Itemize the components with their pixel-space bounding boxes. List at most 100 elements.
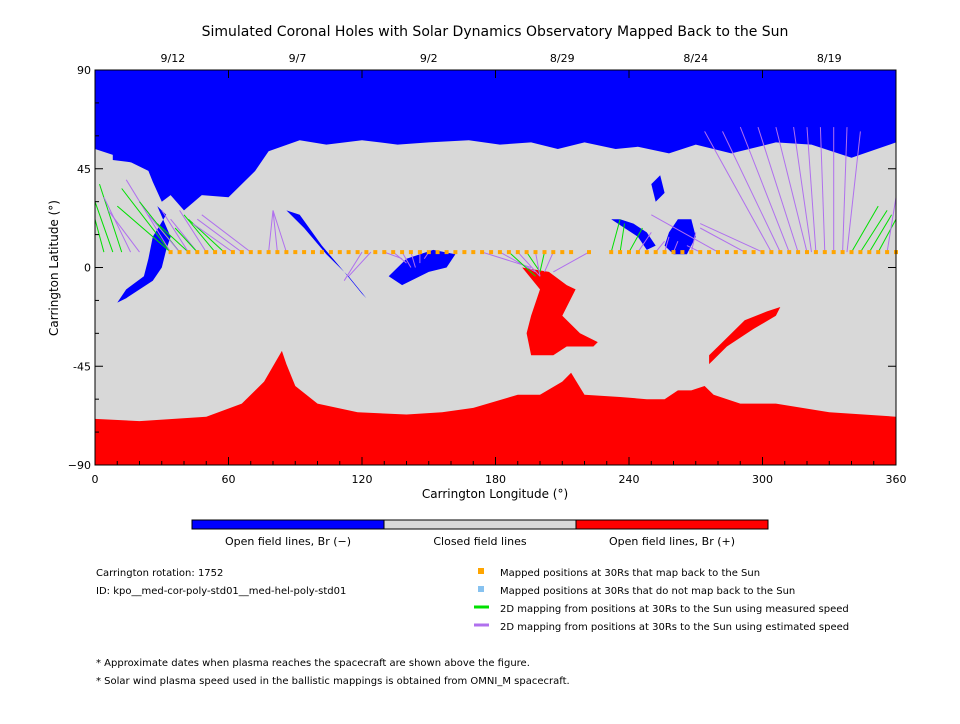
x-tick-label: 240 (619, 473, 640, 486)
mapping-line-measured (877, 218, 897, 253)
mapping-line-measured (183, 214, 216, 253)
mapped-position-marker (644, 250, 649, 255)
mapped-position-marker (671, 250, 676, 255)
mapped-position-marker (635, 250, 640, 255)
mapping-line-estimated (517, 251, 541, 277)
mapped-position-marker (609, 250, 614, 255)
mapped-position-marker (480, 250, 485, 255)
mapped-position-marker (560, 250, 565, 255)
mapping-line-measured (156, 223, 189, 253)
mapped-position-marker (489, 250, 494, 255)
mapped-position-marker (751, 250, 756, 255)
top-date-label: 9/12 (161, 52, 186, 65)
y-tick-label: -45 (73, 360, 91, 373)
color-bar-closed (383, 519, 577, 530)
top-date-label: 8/24 (683, 52, 708, 65)
y-tick-label: 0 (84, 262, 91, 275)
color-bar-label-closed: Closed field lines (433, 535, 527, 548)
mapping-line-estimated (686, 245, 701, 253)
mapped-position-marker (222, 250, 227, 255)
mapped-position-marker (346, 250, 351, 255)
mapped-position-marker (444, 250, 449, 255)
mapping-line-estimated (544, 251, 554, 273)
mapping-line-estimated (819, 127, 826, 253)
x-tick-label: 0 (92, 473, 99, 486)
legend-label-measured: 2D mapping from positions at 30Rs to the… (500, 604, 849, 615)
mapped-position-marker (462, 250, 467, 255)
mapped-position-marker (680, 250, 685, 255)
mapped-position-marker (275, 250, 280, 255)
mapping-line-estimated (886, 197, 897, 253)
mapped-position-marker (426, 250, 431, 255)
mapped-position-marker (204, 250, 209, 255)
mapped-position-marker (471, 250, 476, 255)
mapping-line-estimated (553, 251, 590, 273)
mapping-line-estimated (637, 232, 652, 253)
mapped-position-marker (587, 250, 591, 255)
color-bar-negative (191, 519, 385, 530)
mapping-line-estimated (197, 218, 243, 253)
top-date-labels: 9/12 9/7 9/2 8/29 8/24 8/19 (161, 52, 842, 65)
mapping-line-estimated (343, 251, 363, 281)
mapped-position-marker (311, 250, 315, 255)
mapped-position-marker (813, 250, 818, 255)
legend-label-mapped: Mapped positions at 30Rs that map back t… (500, 568, 760, 579)
mapped-position-marker (778, 250, 783, 255)
mapped-position-marker (627, 250, 631, 255)
mapped-position-marker (876, 250, 881, 255)
marker-legend: Mapped positions at 30Rs that map back t… (474, 568, 849, 633)
mapped-position-marker (506, 250, 511, 255)
x-tick-label: 180 (485, 473, 506, 486)
carrington-rotation: Carrington rotation: 1752 (96, 568, 223, 579)
mapping-line-measured (508, 251, 536, 277)
mapping-line-measured (94, 201, 114, 253)
mapped-position-marker (373, 250, 378, 255)
y-tick-label: 90 (77, 64, 91, 77)
footnote-dates: * Approximate dates when plasma reaches … (96, 658, 530, 669)
mapping-line-estimated (793, 127, 812, 253)
color-bar-label-negative: Open field lines, Br (−) (225, 535, 351, 548)
mapped-position-marker (177, 250, 182, 255)
mapped-position-marker (248, 250, 253, 255)
x-tick-label: 60 (222, 473, 236, 486)
mapped-position-marker (716, 250, 720, 255)
y-axis-label: Carrington Latitude (°) (47, 200, 61, 336)
y-axis: 90 45 0 -45 −90 (68, 64, 896, 472)
y-tick-label: −90 (68, 459, 91, 472)
mapped-position-marker (293, 250, 298, 255)
mapped-position-marker (391, 250, 396, 255)
mapping-line-measured (99, 183, 123, 253)
mapped-position-marker (266, 250, 271, 255)
mapped-position-marker (168, 250, 173, 255)
color-bar: Open field lines, Br (−) Closed field li… (191, 519, 769, 548)
mapped-position-marker (364, 250, 369, 255)
mapping-line-estimated (201, 214, 252, 253)
mapping-line-estimated (699, 227, 745, 253)
coronal-hole-red-hole-290 (709, 307, 781, 365)
mapping-line-estimated (161, 210, 189, 253)
mapped-position-marker (257, 250, 262, 255)
mapped-position-marker (796, 250, 801, 255)
mapped-position-marker (653, 250, 658, 255)
mapping-line-measured (121, 188, 171, 253)
mapping-line-estimated (272, 210, 278, 253)
x-axis-label: Carrington Longitude (°) (422, 487, 568, 501)
mapping-line-estimated (535, 252, 541, 277)
mapping-line-measured (628, 227, 643, 253)
coronal-hole-hole-262 (664, 219, 696, 255)
mapped-position-marker (497, 250, 502, 255)
mapping-line-estimated (739, 126, 790, 253)
mapped-position-marker (831, 250, 836, 255)
mapped-position-marker (733, 250, 738, 255)
plot-area (94, 69, 898, 466)
legend-swatch-not-mapped (478, 586, 484, 592)
mapped-position-marker (542, 250, 547, 255)
top-date-label: 8/29 (550, 52, 575, 65)
mapping-line-estimated (410, 251, 416, 268)
mapped-position-marker (867, 250, 872, 255)
x-tick-label: 120 (352, 473, 373, 486)
mapping-line-estimated (192, 223, 234, 253)
mapping-line-estimated (846, 131, 861, 253)
region-layer (95, 70, 896, 465)
mapping-line-estimated (268, 210, 274, 253)
